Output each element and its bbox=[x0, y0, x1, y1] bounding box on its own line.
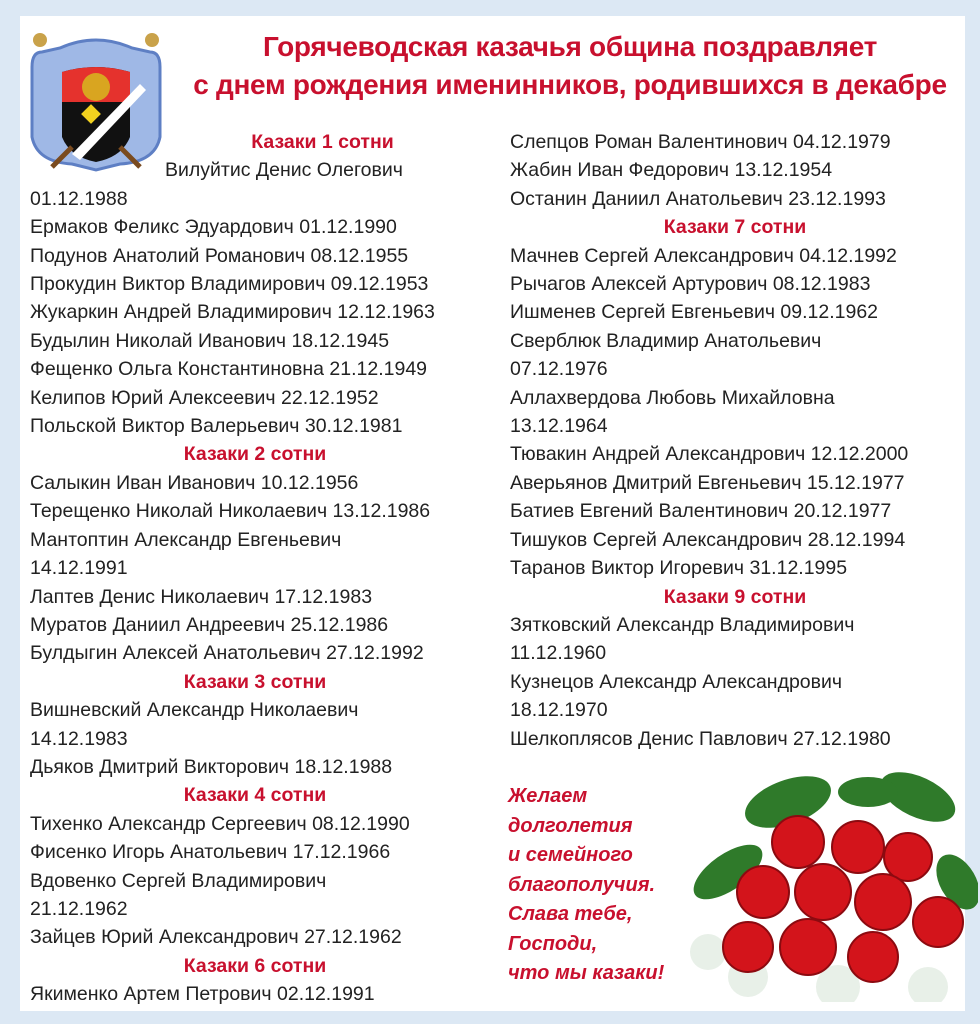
section-heading: Казаки 4 сотни bbox=[183, 784, 327, 807]
section-heading: Казаки 9 сотни bbox=[663, 585, 807, 608]
birthday-entry: Таранов Виктор Игоревич 31.12.1995 bbox=[510, 557, 848, 580]
birthday-entry: Вилуйтис Денис Олегович 01.12.1988 bbox=[30, 159, 403, 210]
coat-of-arms-emblem bbox=[30, 33, 162, 172]
birthday-entry: Тишуков Сергей Александрович 28.12.1994 bbox=[510, 528, 906, 551]
birthday-entry: Подунов Анатолий Романович 08.12.1955 bbox=[30, 244, 409, 267]
section-heading: Казаки 3 сотни bbox=[183, 670, 327, 693]
birthday-entry: Якименко Артем Петрович 02.12.1991 bbox=[30, 983, 375, 1006]
birthday-entry: Булдыгин Алексей Анатольевич 27.12.1992 bbox=[30, 642, 424, 665]
birthday-entry: Зятковский Александр Владимирович 11.12.… bbox=[510, 613, 855, 665]
birthday-entry: Рычагов Алексей Артурович 08.12.1983 bbox=[510, 273, 871, 296]
title-line-1: Горячеводская казачья община поздравляет bbox=[262, 31, 878, 62]
birthday-entry: Ишменев Сергей Евгеньевич 09.12.1962 bbox=[510, 301, 879, 324]
birthday-entry: Фещенко Ольга Константиновна 21.12.1949 bbox=[30, 358, 428, 381]
birthday-entry: Кузнецов Александр Александрович 18.12.1… bbox=[510, 670, 843, 722]
birthday-entry: Тювакин Андрей Александрович 12.12.2000 bbox=[510, 443, 909, 466]
birthday-list-left-column: Казаки 1 сотни Вилуйтис Денис Олегович 01… bbox=[30, 128, 490, 1009]
birthday-entry: Сверблюк Владимир Анатольевич 07.12.1976 bbox=[510, 329, 822, 381]
section-heading: Казаки 2 сотни bbox=[183, 443, 327, 466]
birthday-entry: Жабин Иван Федорович 13.12.1954 bbox=[510, 159, 833, 182]
birthday-entry: Фисенко Игорь Анатольевич 17.12.1966 bbox=[30, 841, 391, 864]
birthday-entry: Терещенко Николай Николаевич 13.12.1986 bbox=[30, 500, 431, 523]
birthday-entry: Келипов Юрий Алексеевич 22.12.1952 bbox=[30, 386, 379, 409]
birthday-entry: Вишневский Александр Николаевич 14.12.19… bbox=[30, 699, 359, 750]
birthday-entry: Зайцев Юрий Александрович 27.12.1962 bbox=[30, 926, 402, 949]
birthday-entry: Батиев Евгений Валентинович 20.12.1977 bbox=[510, 500, 892, 523]
birthday-entry: Салыкин Иван Иванович 10.12.1956 bbox=[30, 471, 359, 494]
birthday-entry: Останин Даниил Анатольевич 23.12.1993 bbox=[510, 187, 886, 210]
section-heading: Казаки 6 сотни bbox=[183, 954, 327, 977]
birthday-entry: Мачнев Сергей Александрович 04.12.1992 bbox=[510, 244, 897, 267]
birthday-entry: Аллахвердова Любовь Михайловна 13.12.196… bbox=[510, 386, 835, 438]
birthday-entry: Слепцов Роман Валентинович 04.12.1979 bbox=[510, 131, 891, 153]
birthday-entry: Шелкоплясов Денис Павлович 27.12.1980 bbox=[510, 727, 891, 750]
birthday-entry: Будылин Николай Иванович 18.12.1945 bbox=[30, 329, 390, 352]
birthday-entry: Ермаков Феликс Эдуардович 01.12.1990 bbox=[30, 216, 397, 239]
section-heading: Казаки 1 сотни bbox=[251, 131, 394, 153]
birthday-list-right-column: Слепцов Роман Валентинович 04.12.1979 Жаб… bbox=[510, 128, 970, 753]
birthday-entry: Прокудин Виктор Владимирович 09.12.1953 bbox=[30, 273, 429, 296]
title-line-2: с днем рождения именинников, родившихся … bbox=[193, 69, 947, 100]
wish-text: Желаем долголетия и семейного благополуч… bbox=[508, 785, 665, 984]
section-heading: Казаки 7 сотни bbox=[663, 216, 807, 239]
birthday-entry: Вдовенко Сергей Владимирович 21.12.1962 bbox=[30, 869, 327, 920]
birthday-entry: Лаптев Денис Николаевич 17.12.1983 bbox=[30, 585, 373, 608]
birthday-entry: Мантоптин Александр Евгеньевич 14.12.199… bbox=[30, 528, 342, 580]
birthday-entry: Польской Виктор Валерьевич 30.12.1981 bbox=[30, 415, 403, 438]
birthday-entry: Тихенко Александр Сергеевич 08.12.1990 bbox=[30, 812, 410, 835]
roses-bouquet-image bbox=[690, 772, 978, 1002]
birthday-entry: Жукаркин Андрей Владимирович 12.12.1963 bbox=[30, 301, 435, 324]
birthday-entry: Аверьянов Дмитрий Евгеньевич 15.12.1977 bbox=[510, 471, 905, 494]
birthday-entry: Дьяков Дмитрий Викторович 18.12.1988 bbox=[30, 755, 393, 778]
page-title: Горячеводская казачья община поздравляет… bbox=[170, 28, 970, 104]
birthday-entry: Муратов Даниил Андреевич 25.12.1986 bbox=[30, 613, 389, 636]
